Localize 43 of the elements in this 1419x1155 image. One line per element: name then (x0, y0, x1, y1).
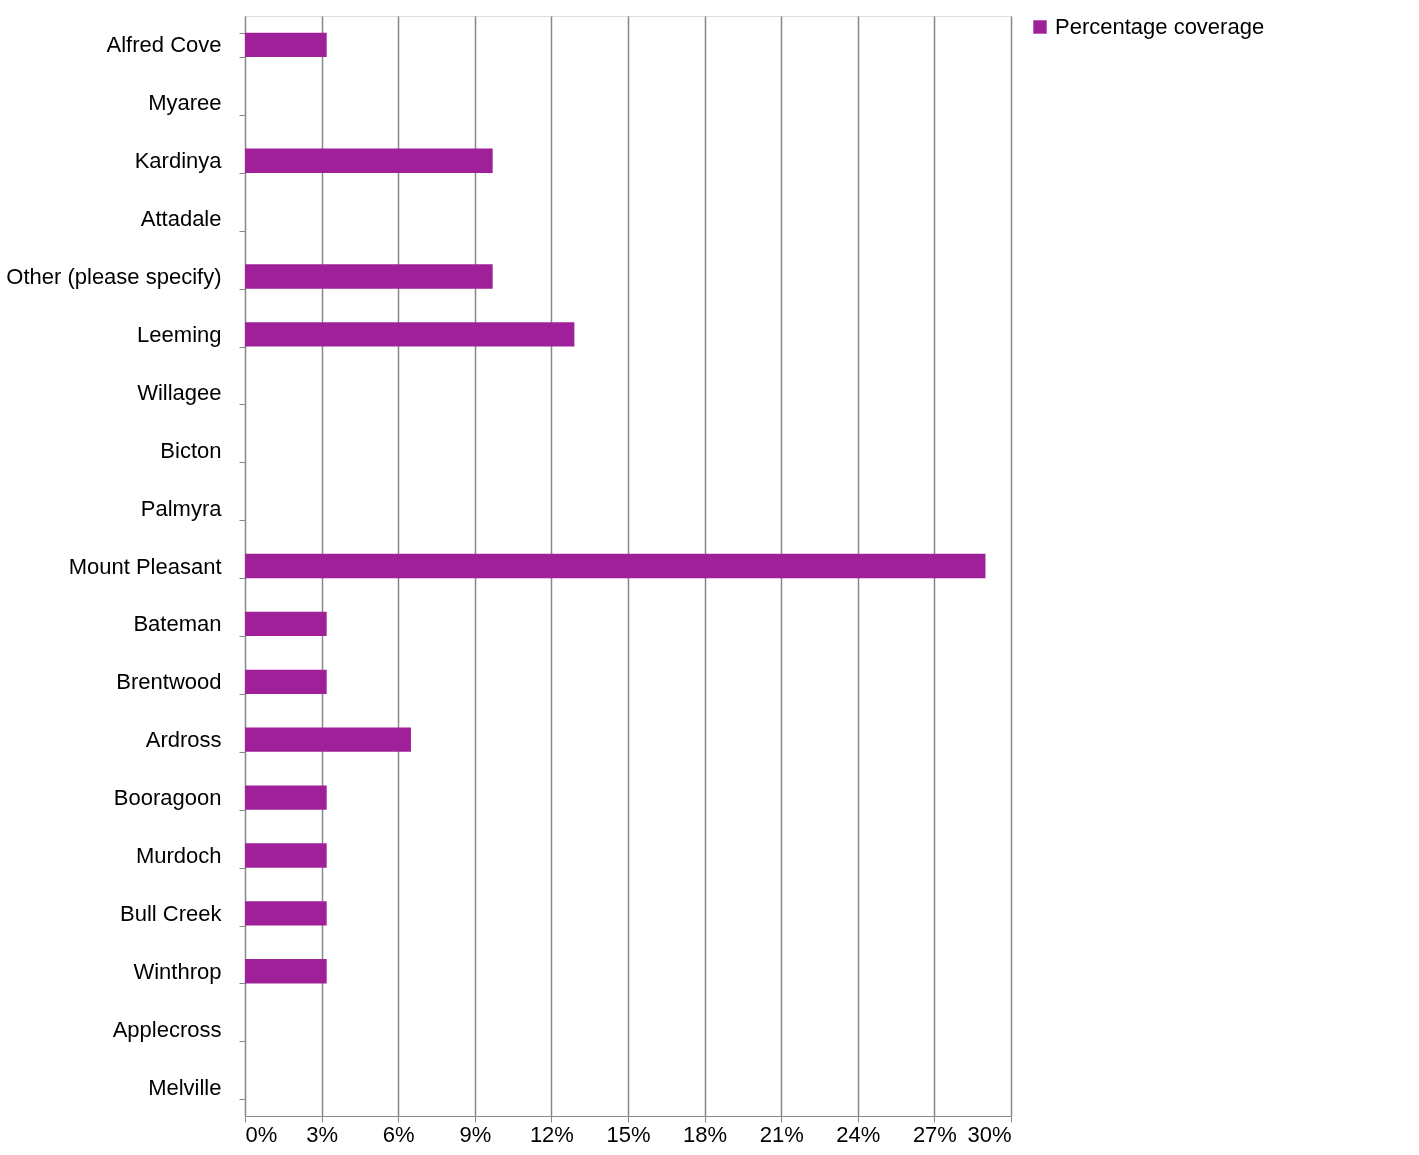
y-tick-label: Myaree (148, 90, 222, 116)
bar (245, 785, 327, 810)
y-tick-label: Attadale (140, 206, 222, 232)
y-tick-label: Willagee (137, 379, 222, 405)
x-tick-label: 0% (245, 1121, 278, 1147)
y-tick-label: Murdoch (135, 842, 222, 868)
y-tick-label: Booragoon (113, 785, 222, 811)
bar (245, 553, 986, 579)
y-tick-label: Bicton (160, 437, 222, 463)
y-tick-label: Leeming (137, 321, 222, 347)
bar (245, 843, 327, 868)
x-tick-label: 30% (967, 1121, 1012, 1147)
y-tick-label: Palmyra (140, 495, 223, 521)
bar (245, 611, 327, 637)
bar (245, 148, 493, 173)
y-tick-label: Winthrop (133, 958, 222, 984)
x-tick-label: 3% (306, 1121, 338, 1147)
bar (245, 322, 575, 347)
x-tick-label: 15% (606, 1121, 651, 1147)
y-tick-label: Ardross (145, 727, 222, 753)
y-tick-label: Melville (148, 1074, 222, 1100)
y-tick-label: Kardinya (134, 148, 223, 174)
y-tick-label: Bateman (133, 611, 222, 637)
x-tick-label: 27% (912, 1121, 957, 1147)
y-tick-label: Alfred Cove (106, 32, 222, 58)
bar (245, 264, 493, 289)
x-tick-label: 9% (459, 1121, 492, 1147)
bar (245, 901, 327, 926)
x-tick-label: 24% (836, 1121, 881, 1147)
x-tick-label: 12% (529, 1121, 574, 1147)
x-tick-label: 18% (683, 1121, 728, 1147)
y-tick-label: Other (please specify) (6, 264, 222, 290)
x-tick-label: 21% (759, 1121, 804, 1147)
x-tick-label: 6% (382, 1121, 415, 1147)
y-tick-label: Mount Pleasant (68, 553, 222, 579)
y-tick-label: Applecross (112, 1016, 222, 1042)
bar (245, 727, 411, 752)
bar (245, 959, 327, 984)
legend-label: Percentage coverage (1055, 14, 1265, 39)
y-tick-label: Bull Creek (120, 900, 223, 926)
bar (245, 669, 327, 694)
bar (245, 32, 327, 58)
y-tick-label: Brentwood (116, 669, 222, 695)
